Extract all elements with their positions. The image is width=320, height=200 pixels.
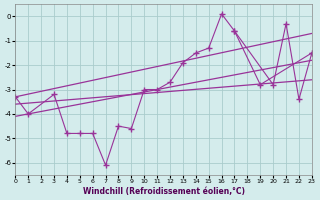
X-axis label: Windchill (Refroidissement éolien,°C): Windchill (Refroidissement éolien,°C) [83,187,244,196]
